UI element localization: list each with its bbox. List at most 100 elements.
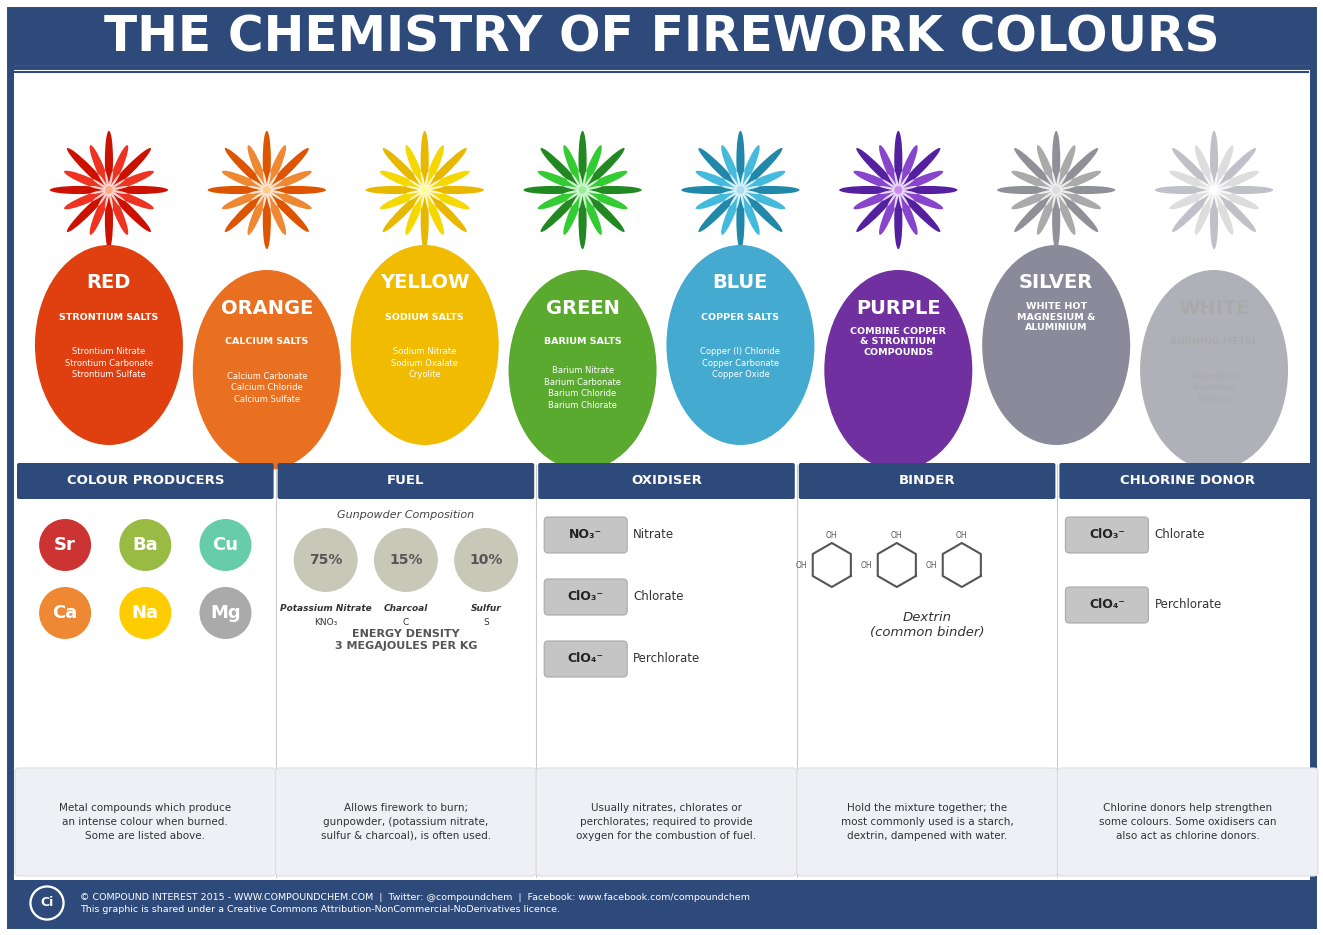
Ellipse shape — [365, 186, 423, 194]
Ellipse shape — [108, 191, 128, 235]
Text: PURPLE: PURPLE — [856, 298, 941, 318]
Ellipse shape — [251, 190, 267, 201]
Ellipse shape — [730, 174, 741, 191]
Text: Perchlorate: Perchlorate — [634, 653, 700, 666]
Ellipse shape — [716, 189, 741, 201]
FancyBboxPatch shape — [799, 463, 1056, 499]
Ellipse shape — [105, 189, 110, 209]
Ellipse shape — [423, 186, 443, 191]
Ellipse shape — [108, 179, 134, 191]
Text: COPPER SALTS: COPPER SALTS — [701, 312, 779, 322]
Ellipse shape — [741, 191, 782, 232]
Ellipse shape — [1213, 145, 1233, 189]
Ellipse shape — [242, 189, 267, 201]
Ellipse shape — [716, 179, 741, 191]
Text: S: S — [483, 618, 490, 627]
Ellipse shape — [108, 186, 128, 191]
Ellipse shape — [564, 145, 583, 189]
Ellipse shape — [34, 245, 183, 445]
Ellipse shape — [193, 270, 341, 470]
Ellipse shape — [582, 189, 593, 206]
Ellipse shape — [583, 148, 624, 190]
Ellipse shape — [740, 174, 751, 191]
Ellipse shape — [721, 190, 741, 194]
Ellipse shape — [1015, 148, 1056, 190]
Ellipse shape — [1213, 190, 1230, 201]
Ellipse shape — [667, 245, 815, 445]
Ellipse shape — [1031, 179, 1057, 191]
Ellipse shape — [267, 191, 308, 232]
Ellipse shape — [225, 148, 266, 190]
Ellipse shape — [582, 191, 602, 235]
Ellipse shape — [740, 190, 757, 201]
Ellipse shape — [242, 179, 267, 191]
Ellipse shape — [1057, 171, 1101, 191]
Ellipse shape — [1215, 148, 1256, 190]
Ellipse shape — [1056, 186, 1076, 191]
Circle shape — [33, 889, 61, 917]
Text: OH: OH — [957, 530, 967, 539]
Circle shape — [454, 528, 519, 592]
Ellipse shape — [225, 191, 266, 232]
Text: OH: OH — [861, 560, 873, 569]
Ellipse shape — [406, 190, 426, 194]
Ellipse shape — [729, 165, 741, 191]
Circle shape — [200, 519, 251, 571]
Ellipse shape — [1199, 180, 1215, 191]
Text: OXIDISER: OXIDISER — [631, 474, 703, 487]
Text: Barium Nitrate
Barium Carbonate
Barium Chloride
Barium Chlorate: Barium Nitrate Barium Carbonate Barium C… — [544, 366, 620, 410]
Text: ClO₄⁻: ClO₄⁻ — [568, 653, 603, 666]
Ellipse shape — [1045, 174, 1057, 191]
Ellipse shape — [740, 165, 751, 191]
Ellipse shape — [1203, 190, 1215, 215]
Ellipse shape — [1056, 171, 1060, 191]
Ellipse shape — [64, 171, 108, 191]
Ellipse shape — [582, 186, 602, 191]
Ellipse shape — [572, 189, 583, 206]
Ellipse shape — [83, 179, 110, 191]
Ellipse shape — [898, 148, 941, 190]
Text: WHITE: WHITE — [1179, 298, 1250, 318]
Ellipse shape — [1203, 189, 1215, 206]
Ellipse shape — [853, 190, 897, 209]
Ellipse shape — [564, 191, 583, 235]
Ellipse shape — [742, 186, 799, 194]
Circle shape — [578, 186, 586, 194]
Ellipse shape — [873, 179, 898, 191]
Ellipse shape — [1057, 186, 1115, 194]
Text: Magnesium
Aluminium
Titanium: Magnesium Aluminium Titanium — [1189, 372, 1238, 404]
Ellipse shape — [208, 186, 266, 194]
Ellipse shape — [740, 186, 759, 191]
Text: Ci: Ci — [41, 897, 54, 910]
Ellipse shape — [897, 190, 914, 201]
Ellipse shape — [898, 191, 918, 235]
Ellipse shape — [1011, 171, 1056, 191]
Ellipse shape — [888, 189, 898, 206]
Text: ClO₃⁻: ClO₃⁻ — [568, 591, 603, 603]
Ellipse shape — [1056, 190, 1076, 194]
Ellipse shape — [1037, 190, 1057, 194]
Bar — [11, 10, 1312, 65]
Ellipse shape — [564, 190, 583, 194]
Circle shape — [200, 587, 251, 639]
Ellipse shape — [423, 165, 435, 191]
Ellipse shape — [105, 191, 112, 249]
Ellipse shape — [880, 190, 900, 194]
Text: 10%: 10% — [470, 553, 503, 567]
Ellipse shape — [425, 171, 429, 191]
Ellipse shape — [1011, 190, 1056, 209]
Ellipse shape — [382, 191, 425, 232]
Ellipse shape — [93, 190, 110, 201]
Ellipse shape — [1056, 191, 1076, 235]
Ellipse shape — [737, 189, 741, 209]
Ellipse shape — [1052, 189, 1057, 209]
Ellipse shape — [898, 171, 902, 191]
Ellipse shape — [740, 179, 766, 191]
Text: Copper (I) Chloride
Copper Carbonate
Copper Oxide: Copper (I) Chloride Copper Carbonate Cop… — [700, 347, 781, 380]
Text: Usually nitrates, chlorates or
perchlorates; required to provide
oxygen for the : Usually nitrates, chlorates or perchlora… — [577, 803, 757, 841]
Ellipse shape — [737, 171, 741, 191]
FancyBboxPatch shape — [544, 641, 627, 677]
Ellipse shape — [898, 189, 902, 209]
Ellipse shape — [105, 131, 112, 189]
Ellipse shape — [853, 171, 897, 191]
